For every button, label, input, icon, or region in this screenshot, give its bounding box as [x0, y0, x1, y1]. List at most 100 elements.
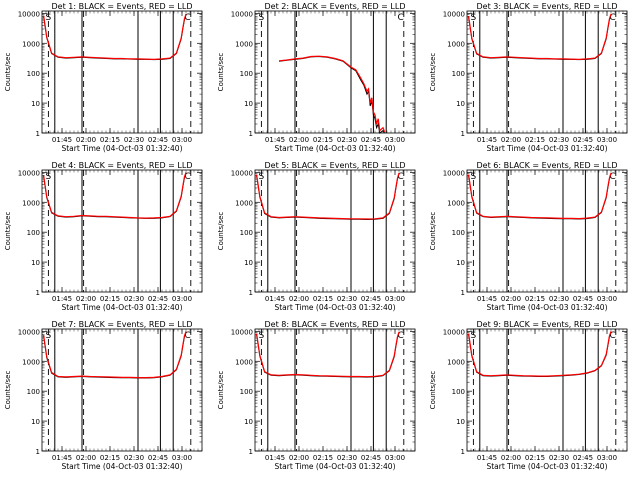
series-line-events — [256, 173, 400, 221]
series-line-lld — [43, 172, 187, 219]
y-tick-label: 100 — [27, 70, 40, 78]
x-tick-label: 02:45 — [148, 295, 168, 303]
y-tick-label: 100 — [27, 229, 40, 237]
marker-s: S — [46, 172, 52, 182]
series-line-lld — [256, 331, 400, 378]
x-tick-label: 02:00 — [289, 295, 309, 303]
x-tick-label: 01:45 — [52, 295, 72, 303]
series-line-lld — [43, 331, 187, 379]
x-tick-label: 03:00 — [597, 454, 617, 462]
y-axis-label: Counts/sec — [217, 212, 225, 251]
x-tick-label: 02:30 — [124, 136, 144, 144]
x-tick-label: 01:45 — [477, 295, 497, 303]
marker-c: C — [609, 13, 615, 23]
marker-s: S — [471, 172, 477, 182]
y-axis-label: Counts/sec — [4, 212, 12, 251]
y-tick-label: 10000 — [18, 169, 40, 177]
x-tick-label: 02:00 — [501, 136, 521, 144]
x-tick-label: 02:45 — [148, 136, 168, 144]
y-tick-label: 1000 — [235, 40, 253, 48]
y-tick-label: 10 — [456, 100, 465, 108]
series-line-lld — [43, 13, 187, 61]
plot-frame — [466, 328, 628, 452]
x-axis-label: Start Time (04-Oct-03 01:32:40) — [274, 462, 395, 471]
marker-c: C — [609, 331, 615, 341]
plot-frame — [254, 169, 416, 293]
marker-s: S — [46, 331, 52, 341]
x-tick-label: 03:00 — [172, 295, 192, 303]
chart-panel-7: Det 7: BLACK = Events, RED = LLD 1 10 100 10… — [4, 320, 203, 471]
y-axis-label: Counts/sec — [4, 371, 12, 410]
plot-frame — [254, 328, 416, 452]
chart-title: Det 7: BLACK = Events, RED = LLD — [52, 320, 193, 329]
y-tick-label: 10 — [456, 418, 465, 426]
x-tick-label: 02:30 — [124, 295, 144, 303]
y-tick-label: 1 — [461, 448, 465, 456]
y-tick-label: 10000 — [18, 10, 40, 18]
x-axis-label: Start Time (04-Oct-03 01:32:40) — [486, 462, 607, 471]
x-tick-label: 02:15 — [313, 454, 333, 462]
x-tick-label: 02:15 — [313, 295, 333, 303]
x-tick-label: 01:45 — [265, 136, 285, 144]
chart-title: Det 6: BLACK = Events, RED = LLD — [477, 161, 618, 170]
y-tick-label: 1 — [461, 289, 465, 297]
x-tick-label: 02:00 — [501, 295, 521, 303]
y-axis-label: Counts/sec — [217, 371, 225, 410]
x-tick-label: 02:15 — [525, 454, 545, 462]
x-tick-label: 02:00 — [289, 136, 309, 144]
x-tick-label: 02:30 — [337, 454, 357, 462]
x-tick-label: 03:00 — [385, 295, 405, 303]
chart-panel-6: Det 6: BLACK = Events, RED = LLD 1 10 100 10… — [429, 161, 628, 312]
x-axis-label: Start Time (04-Oct-03 01:32:40) — [274, 303, 395, 312]
x-axis-label: Start Time (04-Oct-03 01:32:40) — [486, 144, 607, 153]
x-tick-label: 02:45 — [573, 454, 593, 462]
y-tick-label: 1000 — [22, 358, 40, 366]
marker-c: C — [397, 13, 403, 23]
marker-c: C — [397, 331, 403, 341]
x-axis-label: Start Time (04-Oct-03 01:32:40) — [486, 303, 607, 312]
chart-panel-5: Det 5: BLACK = Events, RED = LLD 1 10 100 10… — [217, 161, 416, 312]
y-tick-label: 10 — [456, 259, 465, 267]
marker-c: C — [184, 331, 190, 341]
x-tick-label: 02:30 — [549, 295, 569, 303]
x-axis-label: Start Time (04-Oct-03 01:32:40) — [274, 144, 395, 153]
x-tick-label: 02:30 — [337, 295, 357, 303]
series-line-events — [468, 14, 612, 61]
y-tick-label: 10 — [244, 100, 253, 108]
y-tick-label: 100 — [240, 70, 253, 78]
series-line-lld — [468, 13, 612, 61]
y-tick-label: 1 — [249, 289, 253, 297]
x-axis-label: Start Time (04-Oct-03 01:32:40) — [61, 303, 182, 312]
x-tick-label: 03:00 — [385, 454, 405, 462]
x-tick-label: 02:45 — [361, 295, 381, 303]
series-line-lld — [468, 331, 612, 377]
x-tick-label: 02:15 — [525, 295, 545, 303]
y-axis-label: Counts/sec — [429, 212, 437, 251]
y-tick-label: 100 — [240, 388, 253, 396]
chart-panel-8: Det 8: BLACK = Events, RED = LLD 1 10 100 10… — [217, 320, 416, 471]
chart-title: Det 3: BLACK = Events, RED = LLD — [477, 2, 618, 11]
chart-title: Det 5: BLACK = Events, RED = LLD — [265, 161, 406, 170]
x-tick-label: 02:00 — [501, 454, 521, 462]
y-axis-label: Counts/sec — [429, 371, 437, 410]
chart-panel-2: Det 2: BLACK = Events, RED = LLD 1 10 100 10… — [217, 2, 416, 153]
x-tick-label: 02:00 — [289, 454, 309, 462]
y-tick-label: 1000 — [447, 199, 465, 207]
x-tick-label: 01:45 — [265, 295, 285, 303]
y-tick-label: 1000 — [235, 358, 253, 366]
y-tick-label: 10000 — [443, 328, 465, 336]
y-tick-label: 1 — [36, 448, 40, 456]
plot-frame — [466, 169, 628, 293]
y-tick-label: 1 — [36, 289, 40, 297]
y-tick-label: 1 — [461, 130, 465, 138]
x-tick-label: 03:00 — [597, 136, 617, 144]
chart-panel-4: Det 4: BLACK = Events, RED = LLD 1 10 100 10… — [4, 161, 203, 312]
y-tick-label: 10 — [244, 259, 253, 267]
y-tick-label: 10000 — [18, 328, 40, 336]
y-tick-label: 1000 — [235, 199, 253, 207]
chart-panel-9: Det 9: BLACK = Events, RED = LLD 1 10 100 10… — [429, 320, 628, 471]
y-tick-label: 10000 — [443, 10, 465, 18]
y-tick-label: 10 — [244, 418, 253, 426]
chart-title: Det 4: BLACK = Events, RED = LLD — [52, 161, 193, 170]
